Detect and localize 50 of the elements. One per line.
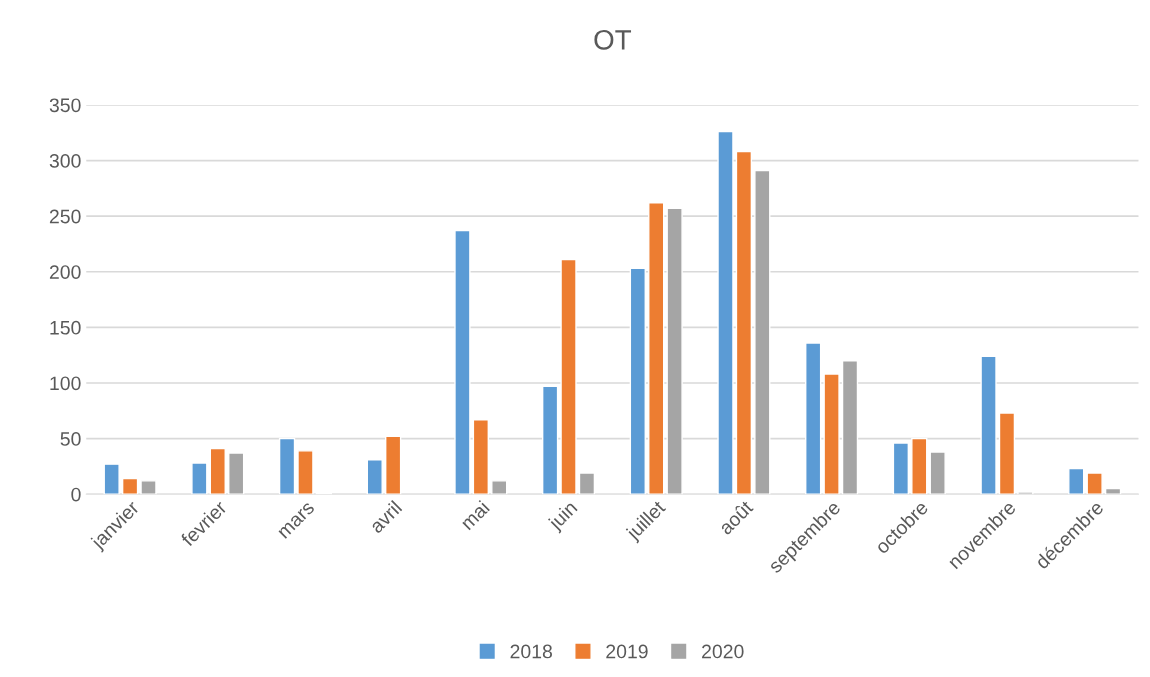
bar [805, 342, 822, 495]
bar [366, 459, 383, 495]
legend-label: 2018 [510, 644, 552, 659]
bar [841, 360, 859, 495]
bar [754, 169, 771, 495]
y-tick-label: 150 [50, 320, 81, 335]
bar [541, 385, 559, 495]
bar [1104, 487, 1122, 495]
bar [191, 462, 208, 495]
y-tick-label: 50 [60, 432, 81, 446]
bar [892, 442, 910, 495]
bar [472, 418, 489, 495]
bar [998, 412, 1016, 495]
bar [1017, 491, 1034, 495]
bar [911, 437, 928, 495]
x-tick-label: avril [368, 499, 403, 534]
bar [629, 267, 646, 495]
legend-label: 2019 [606, 644, 648, 659]
legend-label: 2020 [702, 644, 744, 659]
y-tick-label: 300 [49, 154, 81, 168]
bar [140, 480, 157, 495]
bar [385, 435, 402, 495]
bar [666, 207, 683, 495]
bar [278, 437, 296, 495]
bar [578, 472, 596, 495]
bar [1068, 467, 1085, 495]
bar [1086, 472, 1103, 495]
y-tick-label: 200 [49, 265, 81, 279]
bar [980, 355, 997, 495]
bar [735, 150, 753, 495]
bar [454, 229, 471, 495]
bar [648, 202, 665, 495]
y-tick-label: 250 [49, 209, 81, 224]
y-tick-label: 100 [50, 376, 81, 391]
bar [121, 477, 139, 495]
x-tick-label: août [717, 499, 754, 536]
bar [103, 463, 120, 495]
bar [560, 258, 577, 495]
bar [297, 450, 314, 495]
chart-title: OT [594, 29, 632, 50]
bar [209, 447, 226, 495]
bar [929, 451, 946, 495]
x-tick-label: juin [546, 499, 581, 534]
y-tick-label: 0 [71, 487, 81, 502]
bar [717, 130, 734, 495]
bar [491, 480, 508, 495]
y-tick-label: 350 [49, 98, 81, 113]
bar [228, 452, 245, 495]
bar [823, 373, 840, 495]
x-tick-label: mai [459, 500, 491, 531]
